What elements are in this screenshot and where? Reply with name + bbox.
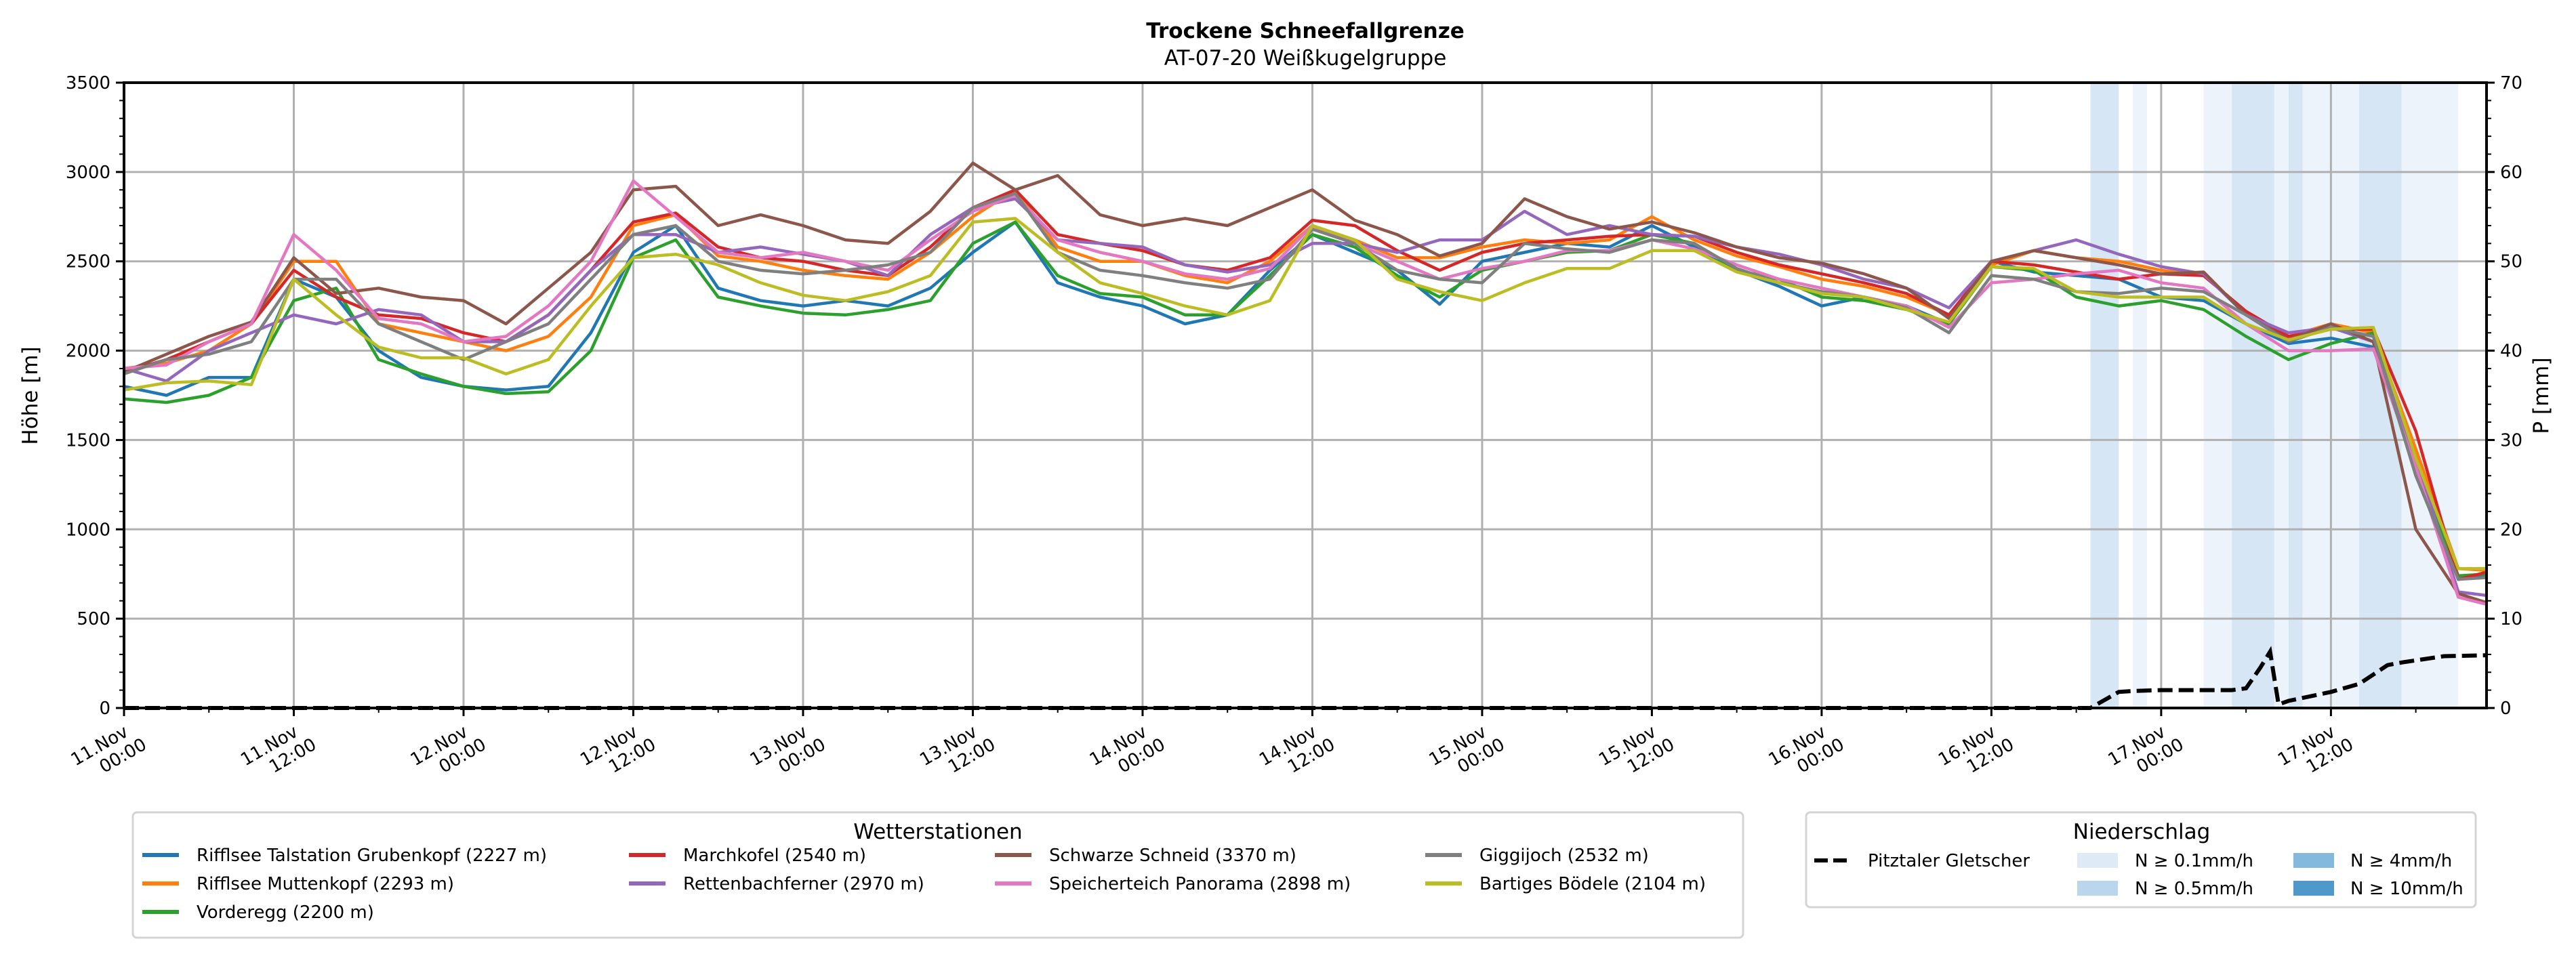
y2-tick-label: 70 [2500,73,2522,93]
legend-label: Rettenbachferner (2970 m) [683,874,924,894]
level-swatch-0.1 [2077,853,2118,868]
chart-subtitle: AT-07-20 Weißkugelgruppe [1164,46,1447,70]
y-tick-label: 1000 [66,520,110,540]
level-label-10: N ≥ 10mm/h [2350,879,2463,899]
stations-legend-title: Wetterstationen [853,820,1022,844]
legend-label: Rifflsee Talstation Grubenkopf (2227 m) [197,846,547,866]
axes: 0 500 1000 1500 2000 2500 3000 3500 0 10 20 30 40 50 6… [66,73,2522,788]
precip-legend-title: Niederschlag [2073,820,2211,844]
precip-band [2402,83,2458,708]
precip-band [2232,83,2274,708]
series-line [124,218,2487,568]
legend-label: Schwarze Schneid (3370 m) [1049,846,1296,866]
y-tick-label: 1500 [66,430,110,451]
level-label-4: N ≥ 4mm/h [2350,851,2452,871]
y-tick-label: 3500 [66,73,110,93]
precip-series [124,652,2487,708]
legend-label: Giggijoch (2532 m) [1479,846,1649,866]
y2-tick-label: 30 [2500,430,2522,451]
y-tick-label: 2000 [66,341,110,362]
legend-label: Rifflsee Muttenkopf (2293 m) [197,874,454,894]
y2-axis-label: P [mm] [2529,357,2554,434]
level-swatch-4 [2293,853,2334,868]
legend-label: Bartiges Bödele (2104 m) [1479,874,1706,894]
precip-band [2091,83,2119,708]
precip-band [2204,83,2232,708]
series-line [124,163,2487,603]
level-swatch-0.5 [2077,881,2118,896]
y-tick-label: 2500 [66,252,110,272]
chart-title: Trockene Schneefallgrenze [1146,19,1465,43]
level-swatch-10 [2293,881,2334,896]
precip-legend-line-label: Pitztaler Gletscher [1868,851,2030,871]
legend-label: Marchkofel (2540 m) [683,846,866,866]
series-line [124,199,2487,596]
precip-band [2274,83,2289,708]
y-axis-label: Höhe [m] [18,346,43,444]
legend-label: Vorderegg (2200 m) [197,902,374,923]
precip-band [2133,83,2147,708]
precip-line [124,652,2487,708]
y2-tick-label: 10 [2500,609,2522,629]
y-tick-label: 0 [99,699,110,719]
y-tick-label: 3000 [66,163,110,183]
y2-tick-label: 0 [2500,699,2512,719]
legend-label: Speicherteich Panorama (2898 m) [1049,874,1351,894]
y2-tick-label: 20 [2500,520,2522,540]
y2-tick-label: 40 [2500,341,2522,362]
y2-tick-label: 50 [2500,252,2522,272]
level-label-0.5: N ≥ 0.5mm/h [2135,879,2253,899]
y2-tick-label: 60 [2500,163,2522,183]
series-line [124,181,2487,604]
station-series [124,163,2487,604]
precip-legend: Niederschlag Pitztaler Gletscher N ≥ 0.1… [1806,812,2476,907]
grid-lines [124,83,2487,708]
precip-bands [2091,83,2459,708]
stations-legend: Wetterstationen Rifflsee Talstation Grub… [133,812,1743,938]
precip-band [2289,83,2303,708]
plot-frame [124,83,2487,708]
level-label-0.1: N ≥ 0.1mm/h [2135,851,2253,871]
y-tick-label: 500 [77,609,110,629]
